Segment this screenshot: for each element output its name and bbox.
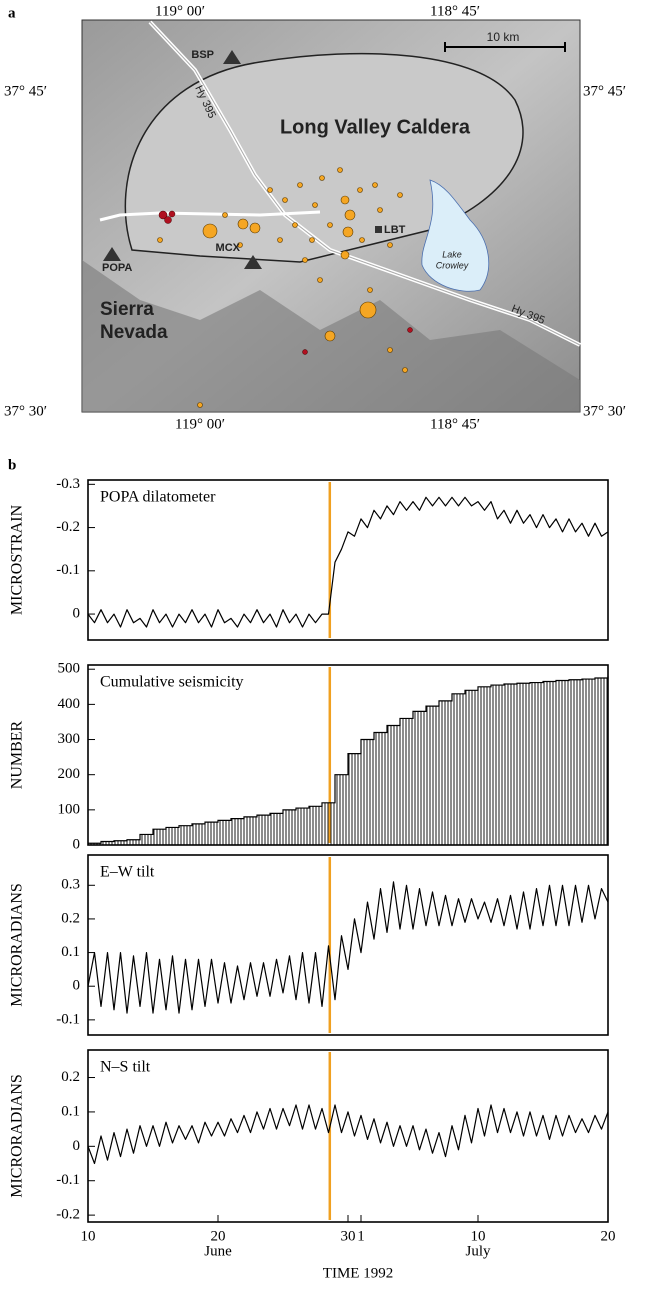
series-line	[87, 881, 609, 1014]
lake	[421, 179, 490, 292]
chart-title: E–W tilt	[100, 864, 155, 881]
lat-label: 37° 45′	[583, 83, 626, 99]
range-label: Sierra	[100, 299, 154, 320]
y-tick-label: 100	[58, 801, 81, 817]
y-tick-label: 0.3	[61, 877, 80, 893]
x-tick-label: 30	[341, 1228, 356, 1244]
chart-title: POPA dilatometer	[100, 489, 216, 506]
y-tick-label: 300	[58, 731, 81, 747]
y-tick-label: 500	[58, 661, 81, 677]
panel-label: a	[8, 5, 16, 21]
month-label: July	[465, 1243, 491, 1259]
y-tick-label: -0.3	[56, 476, 80, 492]
y-tick-label: 0.2	[61, 910, 80, 926]
x-tick-label: 20	[601, 1228, 616, 1244]
y-tick-label: 0	[73, 1138, 81, 1154]
lon-label: 118° 45′	[430, 416, 480, 432]
y-tick-label: 0.1	[61, 1103, 80, 1119]
series-line	[87, 1104, 609, 1165]
y-tick-label: -0.1	[56, 1172, 80, 1188]
lat-label: 37° 30′	[583, 403, 626, 419]
panel-label: b	[8, 457, 16, 473]
y-tick-label: 200	[58, 766, 81, 782]
y-tick-label: -0.1	[56, 1011, 80, 1027]
x-tick-label: 1	[357, 1228, 365, 1244]
x-tick-label: 10	[471, 1228, 486, 1244]
plot-frame	[87, 479, 609, 641]
y-tick-label: -0.2	[56, 1207, 80, 1223]
y-tick-label: 0.1	[61, 944, 80, 960]
y-tick-label: -0.1	[56, 562, 80, 578]
plot-frame	[87, 854, 609, 1036]
y-tick-label: 0	[73, 978, 81, 994]
month-label: June	[204, 1243, 232, 1259]
lon-label: 119° 00′	[175, 416, 225, 432]
road-edge	[149, 21, 581, 346]
station-label: BSP	[191, 49, 214, 61]
map: 10 km BSP POPA MCX LBT Long Valley Calde…	[4, 3, 626, 432]
chart-title: N–S tilt	[100, 1059, 151, 1076]
lat-label: 37° 45′	[4, 83, 47, 99]
x-tick-label: 10	[81, 1228, 96, 1244]
y-tick-label: 0	[73, 836, 81, 852]
series-line	[88, 676, 609, 844]
caldera-outline	[124, 52, 524, 263]
plot-frame	[87, 1049, 609, 1223]
station-label: MCX	[216, 242, 241, 254]
x-axis-label: TIME 1992	[323, 1265, 393, 1281]
caldera-label: Long Valley Caldera	[280, 116, 471, 138]
y-axis-label: NUMBER	[9, 720, 26, 789]
y-tick-label: 0.2	[61, 1069, 80, 1085]
station-label: LBT	[384, 224, 406, 236]
y-axis-label: MICRORADIANS	[9, 1074, 26, 1198]
lon-label: 118° 45′	[430, 3, 480, 19]
series-line	[87, 496, 609, 628]
lake-label: Crowley	[436, 260, 469, 270]
lat-label: 37° 30′	[4, 403, 47, 419]
range-label: Nevada	[100, 322, 168, 343]
y-axis-label: MICROSTRAIN	[9, 504, 26, 615]
earthquakes-red	[158, 210, 413, 355]
scale-label: 10 km	[487, 30, 520, 44]
lon-label: 119° 00′	[155, 3, 205, 19]
stations	[103, 50, 382, 269]
lake-label: Lake	[442, 249, 462, 259]
chart-title: Cumulative seismicity	[100, 674, 244, 691]
y-tick-label: 400	[58, 696, 81, 712]
y-axis-label: MICRORADIANS	[9, 883, 26, 1007]
station-label: POPA	[102, 262, 132, 274]
x-tick-label: 20	[211, 1228, 226, 1244]
y-tick-label: 0	[73, 605, 81, 621]
earthquakes	[157, 167, 408, 408]
y-tick-label: -0.2	[56, 519, 80, 535]
